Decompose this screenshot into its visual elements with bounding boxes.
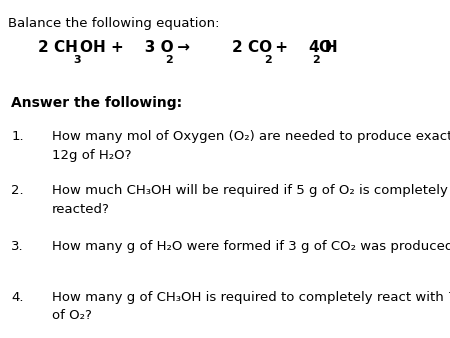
Text: →        2 CO: → 2 CO <box>172 40 273 55</box>
Text: 2.: 2. <box>11 184 24 197</box>
Text: How much CH₃OH will be required if 5 g of O₂ is completely: How much CH₃OH will be required if 5 g o… <box>52 184 448 197</box>
Text: O: O <box>318 40 331 55</box>
Text: 4.: 4. <box>11 291 24 304</box>
Text: +    4 H: + 4 H <box>270 40 338 55</box>
Text: 2: 2 <box>166 54 173 65</box>
Text: How many mol of Oxygen (O₂) are needed to produce exactly: How many mol of Oxygen (O₂) are needed t… <box>52 130 450 143</box>
Text: of O₂?: of O₂? <box>52 309 92 322</box>
Text: 1.: 1. <box>11 130 24 143</box>
Text: 3: 3 <box>73 54 81 65</box>
Text: Answer the following:: Answer the following: <box>11 96 182 110</box>
Text: Balance the following equation:: Balance the following equation: <box>8 17 220 30</box>
Text: 12g of H₂O?: 12g of H₂O? <box>52 149 131 162</box>
Text: OH +    3 O: OH + 3 O <box>80 40 174 55</box>
Text: reacted?: reacted? <box>52 203 110 216</box>
Text: 2 CH: 2 CH <box>38 40 78 55</box>
Text: How many g of H₂O were formed if 3 g of CO₂ was produced?: How many g of H₂O were formed if 3 g of … <box>52 240 450 253</box>
Text: How many g of CH₃OH is required to completely react with 7.5 g: How many g of CH₃OH is required to compl… <box>52 291 450 304</box>
Text: 2: 2 <box>312 54 320 65</box>
Text: 3.: 3. <box>11 240 24 253</box>
Text: 2: 2 <box>264 54 272 65</box>
